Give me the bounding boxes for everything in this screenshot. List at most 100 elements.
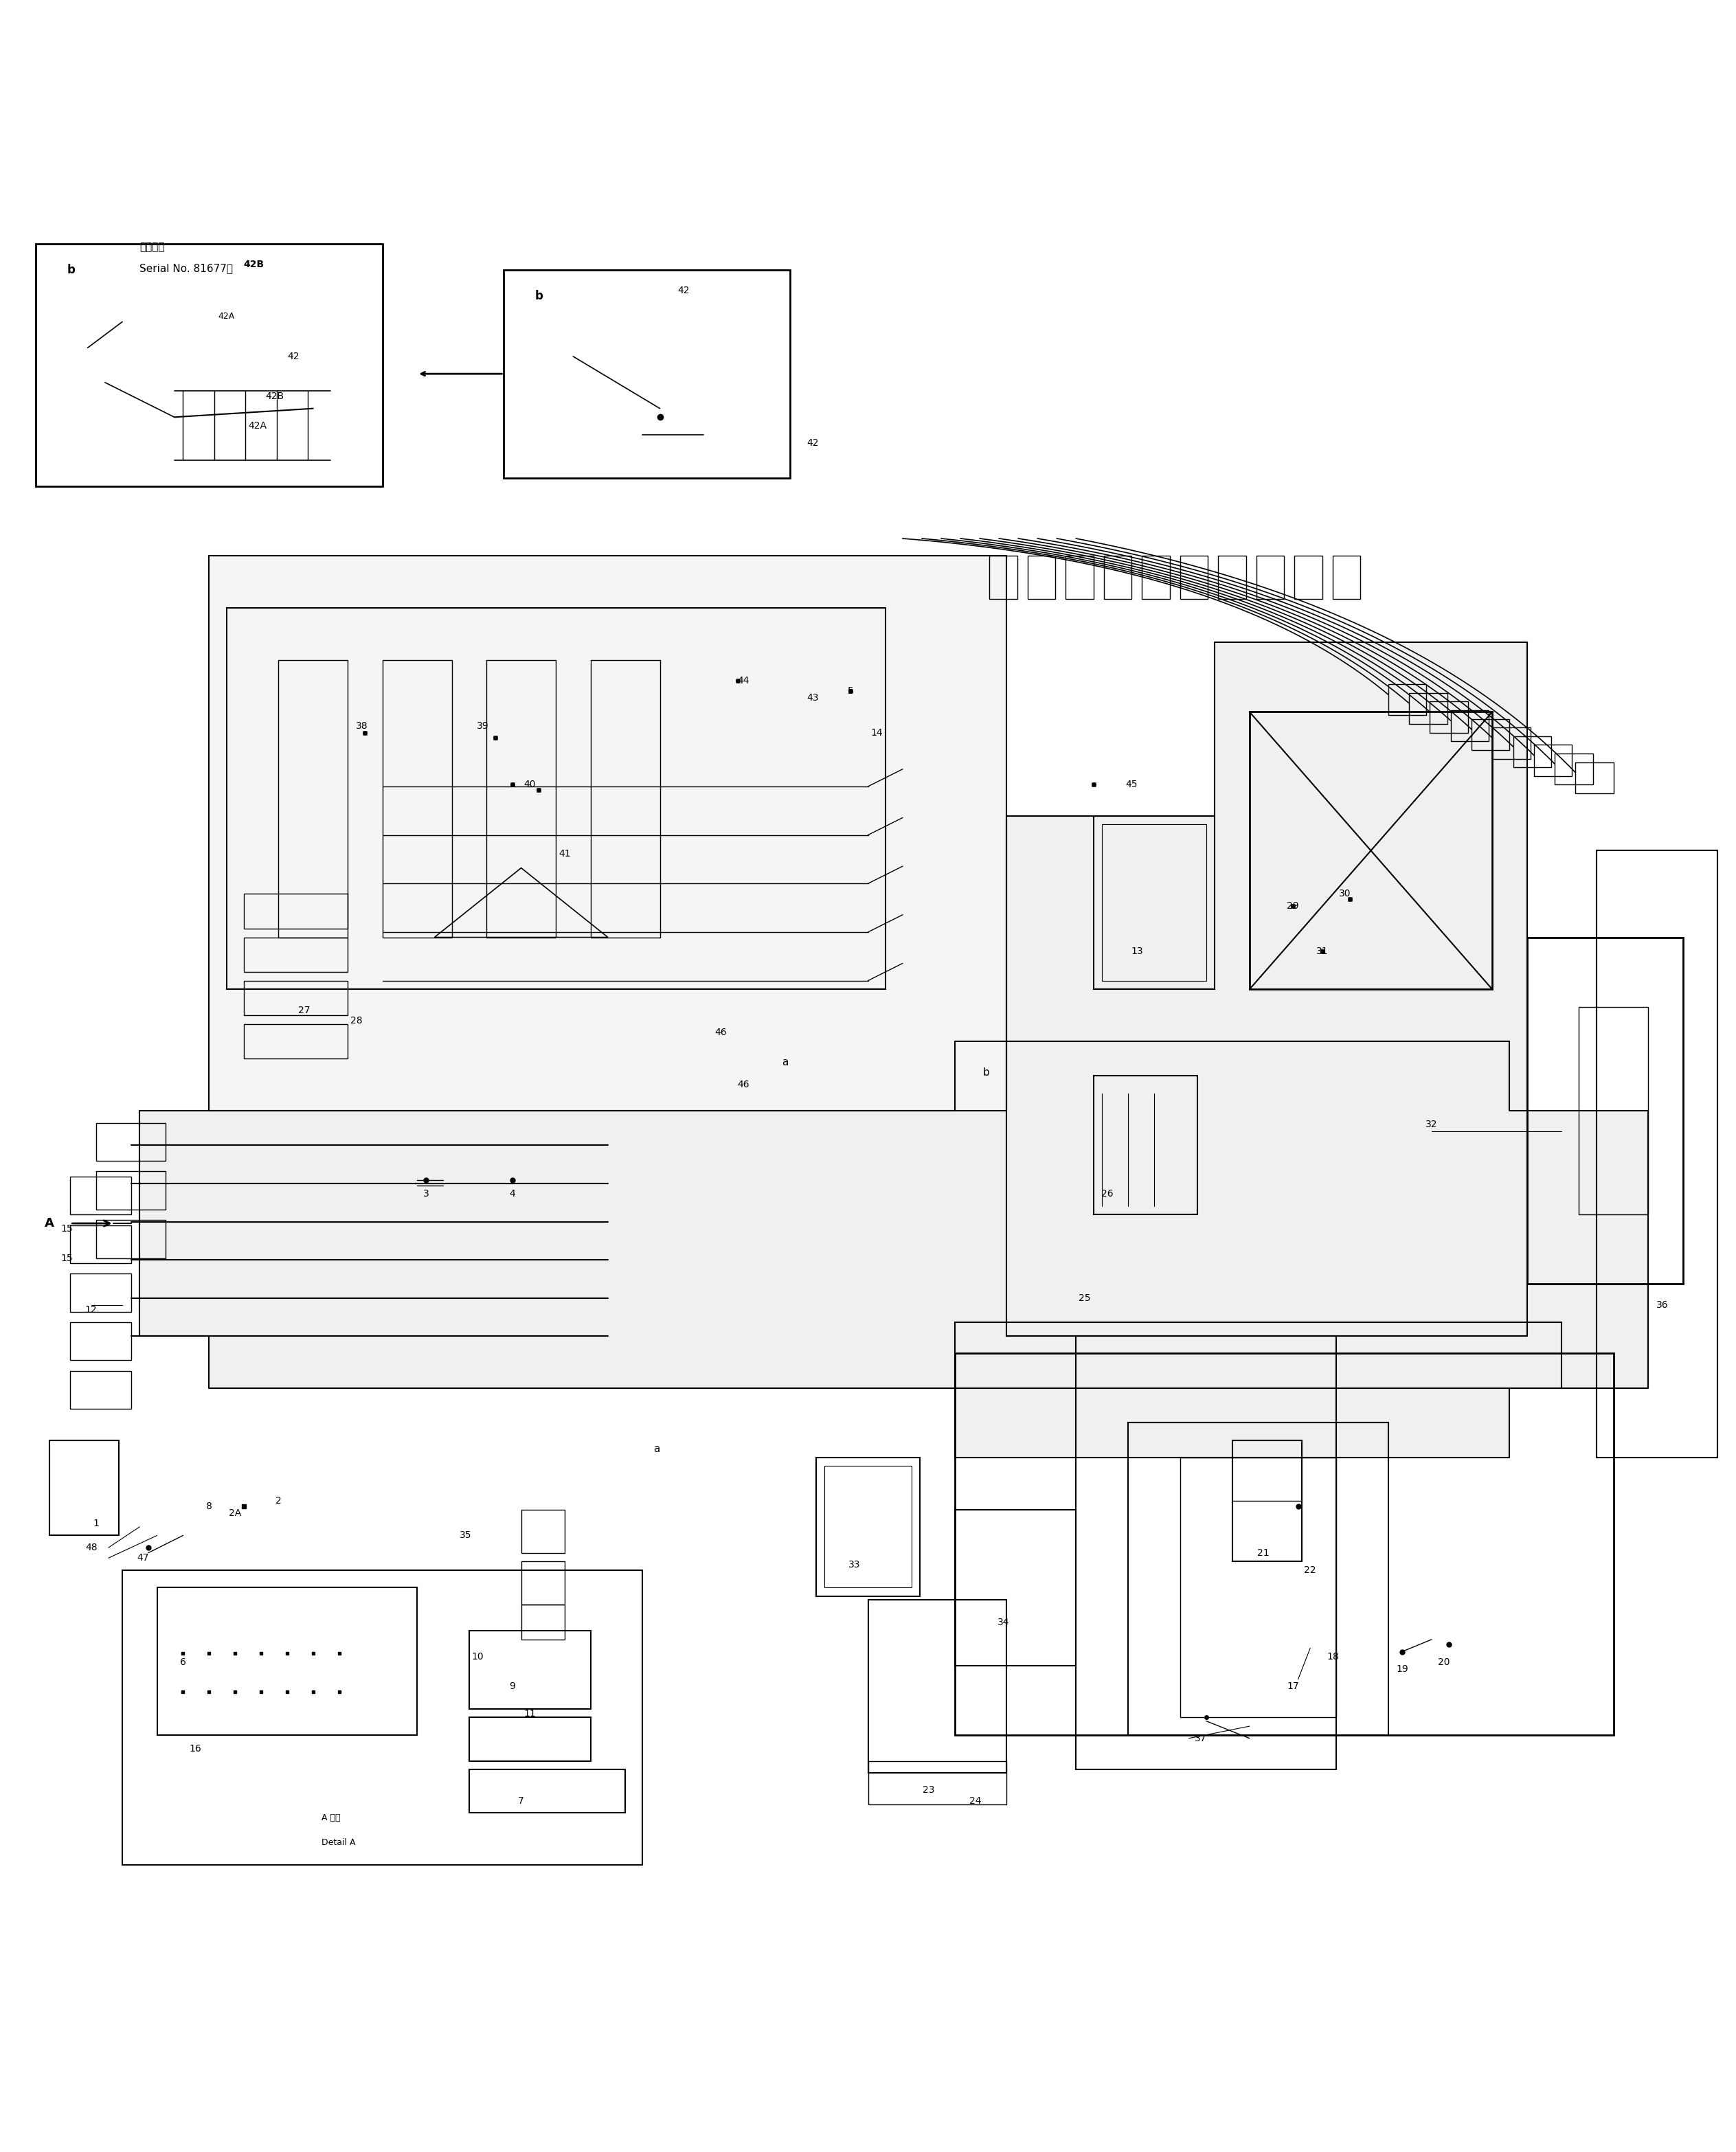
Text: 29: 29: [1286, 902, 1299, 910]
Text: 13: 13: [1130, 947, 1142, 955]
Text: 17: 17: [1286, 1681, 1299, 1691]
Text: 20: 20: [1437, 1657, 1450, 1668]
Text: 25: 25: [1078, 1293, 1090, 1302]
Polygon shape: [139, 1042, 1649, 1457]
Bar: [1257, 555, 1285, 598]
Bar: [1219, 555, 1246, 598]
Bar: [521, 1509, 564, 1554]
Bar: [1128, 1422, 1389, 1735]
Bar: [122, 1571, 642, 1866]
Bar: [825, 1466, 911, 1588]
Text: 2: 2: [276, 1496, 281, 1506]
Text: 16: 16: [189, 1743, 201, 1754]
Bar: [1333, 555, 1361, 598]
Bar: [486, 661, 556, 938]
Bar: [1028, 555, 1055, 598]
Bar: [469, 1769, 625, 1812]
Bar: [1580, 1007, 1649, 1214]
Bar: [1102, 824, 1207, 981]
Text: A: A: [45, 1218, 54, 1229]
Bar: [1295, 555, 1323, 598]
Text: 33: 33: [849, 1560, 859, 1569]
Bar: [1142, 555, 1170, 598]
Text: 23: 23: [922, 1786, 934, 1795]
Text: a: a: [781, 1057, 788, 1067]
Text: a: a: [653, 1444, 660, 1455]
Text: 42A: 42A: [248, 422, 267, 430]
Text: 37: 37: [1194, 1735, 1207, 1743]
Text: 8: 8: [207, 1502, 212, 1511]
Bar: [243, 1024, 347, 1059]
Text: 14: 14: [871, 727, 882, 738]
Text: 21: 21: [1257, 1547, 1269, 1558]
Bar: [36, 243, 382, 486]
Text: 34: 34: [996, 1618, 1009, 1627]
Bar: [1180, 555, 1208, 598]
Bar: [71, 1274, 130, 1313]
Bar: [1410, 693, 1448, 723]
Bar: [1472, 719, 1510, 751]
Bar: [71, 1371, 130, 1410]
Text: b: b: [535, 291, 543, 301]
Text: A 詳細: A 詳細: [321, 1814, 340, 1823]
Bar: [868, 1760, 1007, 1803]
Text: 4: 4: [509, 1190, 516, 1199]
Text: 11: 11: [524, 1709, 536, 1719]
Text: 1: 1: [94, 1519, 99, 1528]
Bar: [226, 607, 885, 990]
Bar: [1430, 702, 1469, 732]
Text: 3: 3: [424, 1190, 429, 1199]
Text: 24: 24: [969, 1797, 981, 1806]
Text: 15: 15: [61, 1252, 73, 1263]
Bar: [1389, 684, 1427, 714]
Bar: [1076, 1336, 1337, 1769]
Text: 27: 27: [299, 1005, 311, 1016]
Text: 2A: 2A: [229, 1509, 241, 1517]
Bar: [1535, 745, 1573, 777]
Bar: [955, 1509, 1076, 1666]
Text: 30: 30: [1338, 889, 1351, 900]
Bar: [1233, 1440, 1302, 1562]
Text: 18: 18: [1326, 1653, 1338, 1661]
Polygon shape: [1007, 643, 1528, 1336]
Text: 40: 40: [524, 779, 536, 790]
Text: 47: 47: [137, 1554, 149, 1562]
Bar: [278, 661, 347, 938]
Bar: [955, 1321, 1562, 1388]
Bar: [955, 1354, 1614, 1735]
Bar: [1555, 753, 1594, 785]
Bar: [71, 1177, 130, 1214]
Bar: [1528, 938, 1682, 1285]
Bar: [95, 1171, 165, 1209]
Bar: [95, 1123, 165, 1160]
Text: 32: 32: [1425, 1119, 1437, 1130]
Text: 42A: 42A: [217, 312, 234, 321]
Bar: [1493, 727, 1531, 760]
Bar: [1451, 710, 1489, 742]
Text: 適用号機: 適用号機: [139, 241, 165, 252]
Text: 42B: 42B: [266, 392, 285, 400]
Text: 39: 39: [477, 721, 490, 730]
Bar: [1094, 816, 1215, 990]
Bar: [1104, 555, 1132, 598]
Bar: [469, 1717, 590, 1760]
Text: 10: 10: [472, 1653, 484, 1661]
Text: 15: 15: [61, 1224, 73, 1233]
Bar: [1180, 1457, 1337, 1717]
Text: 42B: 42B: [243, 260, 264, 269]
Text: 19: 19: [1396, 1663, 1408, 1674]
Text: 48: 48: [85, 1543, 97, 1552]
Bar: [816, 1457, 920, 1597]
Bar: [156, 1588, 417, 1735]
Text: 9: 9: [509, 1681, 516, 1691]
Bar: [590, 661, 660, 938]
Text: 26: 26: [1101, 1190, 1113, 1199]
Text: 43: 43: [807, 693, 818, 704]
Text: 5: 5: [847, 686, 854, 695]
Bar: [868, 1599, 1007, 1773]
Polygon shape: [208, 555, 1007, 1110]
Bar: [1514, 736, 1552, 768]
Text: 46: 46: [738, 1080, 750, 1089]
Text: b: b: [983, 1067, 990, 1078]
Bar: [503, 269, 790, 478]
